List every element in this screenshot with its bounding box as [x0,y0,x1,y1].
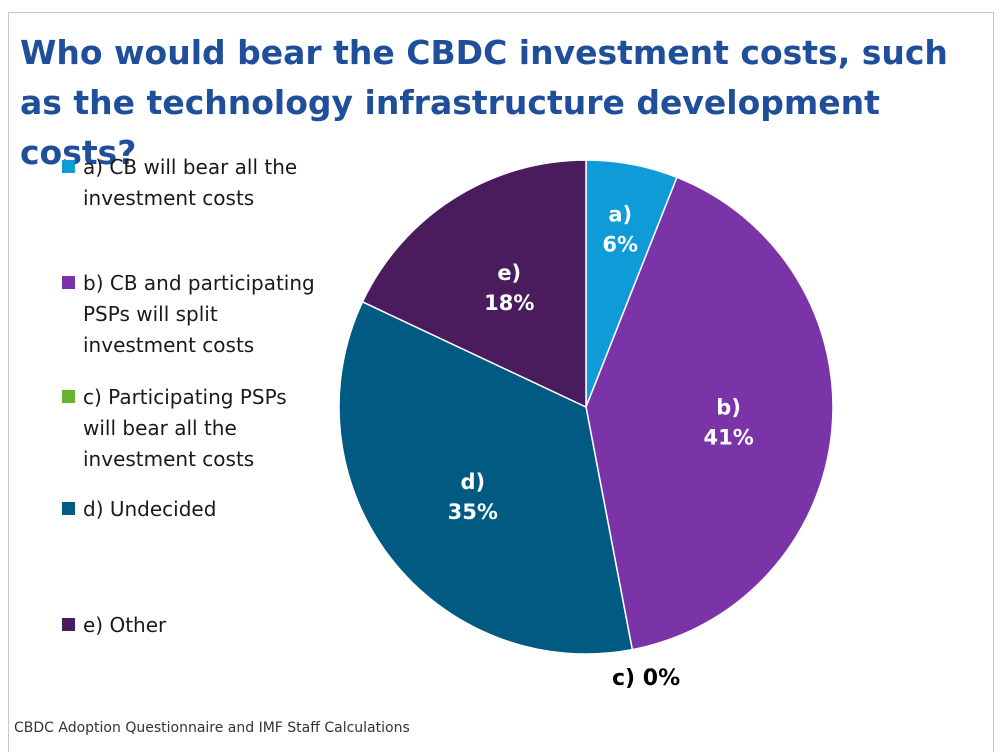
legend-item-d: d) Undecided [62,494,332,525]
slice-label-c-outside: c) 0% [612,666,681,691]
legend-label-b: b) CB and participating PSPs will split … [83,271,315,357]
slice-label-b-value: 41% [703,425,753,449]
slice-label-e-letter: e) [497,261,521,285]
slice-label-d-value: 35% [448,500,498,524]
legend-swatch-d [62,502,75,515]
legend-label-d: d) Undecided [83,497,217,521]
legend-item-a: a) CB will bear all the investment costs [62,152,332,214]
legend-item-b: b) CB and participating PSPs will split … [62,268,332,361]
pie-slice-b [585,176,834,651]
slice-label-a-letter: a) [608,202,632,226]
legend-label-e: e) Other [83,613,167,637]
legend-item-e: e) Other [62,610,332,641]
pie-slice-e [361,159,587,409]
pie-slice-d [338,300,634,655]
legend-label-c: c) Participating PSPs will bear all the … [83,385,287,471]
legend-label-a: a) CB will bear all the investment costs [83,155,298,210]
source-note: CBDC Adoption Questionnaire and IMF Staf… [14,720,410,736]
slice-label-a-value: 6% [602,232,638,256]
legend-swatch-a [62,160,75,173]
slice-label-d-letter: d) [460,470,485,494]
slice-label-e-value: 18% [484,291,534,315]
legend-item-c: c) Participating PSPs will bear all the … [62,382,332,475]
chart-frame [8,12,994,752]
slice-label-b-letter: b) [716,395,741,419]
legend-swatch-c [62,390,75,403]
legend-swatch-e [62,618,75,631]
chart-title: Who would bear the CBDC investment costs… [20,33,948,172]
legend-swatch-b [62,276,75,289]
